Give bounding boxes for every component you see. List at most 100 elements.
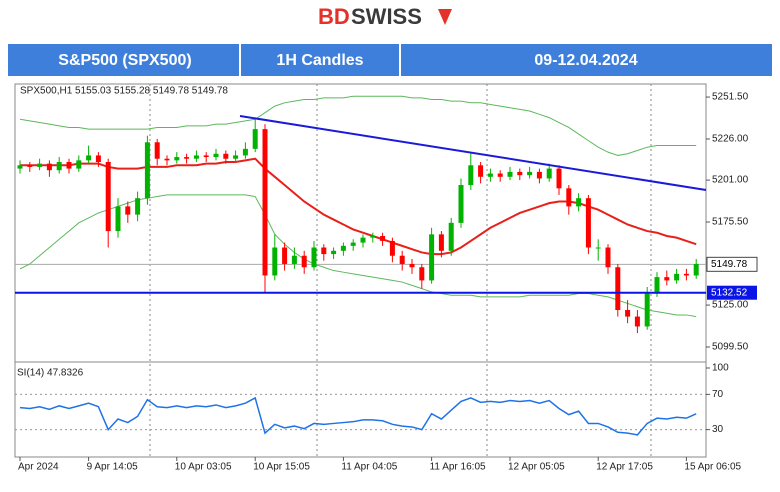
candle-body: [252, 129, 258, 149]
candle-body: [585, 198, 591, 248]
candle-body: [135, 198, 141, 215]
candle-body: [184, 157, 190, 159]
logo-name: SWISS: [351, 4, 422, 29]
candle-body: [282, 247, 288, 264]
candle-body: [644, 293, 650, 327]
candle-body: [321, 247, 327, 255]
candle-body: [27, 165, 33, 167]
candle-body: [654, 277, 660, 294]
candle-body: [105, 162, 111, 232]
rsi-tick-label: 70: [712, 389, 724, 400]
candle-body: [468, 165, 474, 186]
hline-label: 5132.52: [711, 287, 748, 298]
candle-body: [272, 247, 278, 276]
candle-body: [576, 198, 582, 207]
hline-label-box: [707, 285, 757, 300]
candle-body: [203, 155, 209, 158]
candle-body: [419, 267, 425, 281]
trendline: [239, 114, 707, 191]
y-tick-label: 5251.50: [712, 92, 749, 103]
header-cell: S&P500 (SPX500): [58, 52, 191, 69]
last-price-label: 5149.78: [711, 259, 748, 270]
candle-body: [46, 163, 52, 171]
candle-body: [311, 247, 317, 268]
candle-body: [625, 310, 631, 317]
y-tick-label: 5226.00: [712, 134, 749, 145]
header-cell: 1H Candles: [276, 52, 363, 69]
candle-body: [66, 162, 72, 169]
candle-body: [56, 162, 62, 171]
candle-body: [429, 234, 435, 281]
y-tick-label: 5201.00: [712, 175, 749, 186]
candle-body: [340, 245, 346, 251]
candle-body: [517, 171, 523, 176]
logo-mark: [438, 9, 452, 25]
candle-body: [478, 165, 484, 177]
x-tick-label: 9 Apr 14:05: [87, 462, 139, 473]
candle-body: [370, 236, 376, 238]
candle-body: [17, 165, 23, 169]
candle-body: [595, 247, 601, 249]
candle-body: [95, 155, 101, 163]
candle-body: [556, 168, 562, 189]
rsi-label: SI(14) 47.8326: [17, 368, 84, 379]
candle-body: [193, 155, 199, 159]
candle-body: [125, 206, 131, 215]
candle-body: [213, 153, 219, 158]
candle-body: [76, 160, 82, 169]
x-tick-label: 10 Apr 03:05: [175, 462, 232, 473]
candle-body: [144, 142, 150, 199]
candle-body: [566, 188, 572, 207]
x-tick-label: 15 Apr 06:05: [684, 462, 741, 473]
candle-body: [174, 157, 180, 161]
candle-body: [399, 255, 405, 264]
candle-body: [487, 173, 493, 177]
candle-body: [331, 250, 337, 255]
candle-body: [301, 255, 307, 268]
rsi-tick-label: 30: [712, 424, 724, 435]
candle-body: [86, 155, 92, 161]
candle-body: [389, 240, 395, 256]
y-tick-label: 5125.00: [712, 300, 749, 311]
header-cell: 09-12.04.2024: [534, 52, 637, 69]
candle-body: [37, 163, 43, 167]
indicator-line: [19, 95, 697, 156]
chart-frame: [14, 83, 707, 458]
candle-body: [291, 255, 297, 264]
candle-body: [164, 158, 170, 161]
candle-body: [664, 277, 670, 281]
logo: BD SWISS: [318, 4, 452, 29]
candle-body: [262, 129, 268, 276]
candle-body: [605, 247, 611, 268]
candle-body: [507, 171, 513, 177]
candle-body: [683, 273, 689, 276]
candle-body: [115, 206, 121, 232]
candle-body: [527, 171, 533, 176]
candle-body: [233, 155, 239, 159]
candle-body: [380, 236, 386, 241]
x-tick-label: Apr 2024: [18, 462, 59, 473]
header-bar: [8, 44, 772, 76]
rsi-line: [19, 396, 697, 436]
chart-title: SPX500,H1 5155.03 5155.28 5149.78 5149.7…: [20, 86, 228, 97]
x-tick-label: 12 Apr 17:05: [596, 462, 653, 473]
candle-body: [448, 222, 454, 251]
candle-body: [360, 237, 366, 243]
candle-body: [634, 316, 640, 327]
candle-body: [693, 263, 699, 276]
last-price-box: [706, 256, 758, 272]
candle-body: [223, 153, 229, 159]
logo-prefix: BD: [318, 4, 350, 29]
candle-body: [154, 142, 160, 159]
candle-body: [615, 267, 621, 311]
indicator-line: [20, 157, 697, 256]
candle-body: [497, 173, 503, 177]
candle-body: [409, 263, 415, 268]
x-tick-label: 12 Apr 05:05: [508, 462, 565, 473]
rsi-tick-label: 100: [712, 363, 729, 374]
candle-body: [458, 185, 464, 223]
candle-body: [536, 171, 542, 179]
y-tick-label: 5175.50: [712, 217, 749, 228]
y-tick-label: 5099.50: [712, 342, 749, 353]
